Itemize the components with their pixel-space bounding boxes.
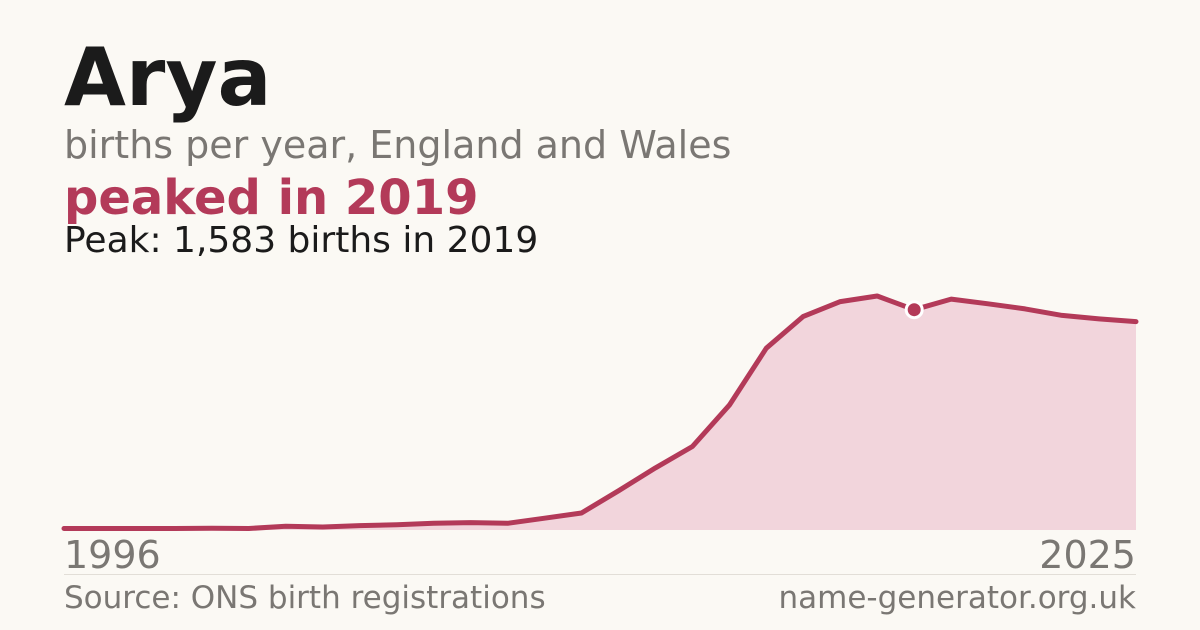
headline: peaked in 2019 <box>64 170 479 226</box>
source-note: Source: ONS birth registrations <box>64 580 546 616</box>
page-title: Arya <box>64 31 272 124</box>
births-area-fill <box>64 296 1136 530</box>
data-points <box>904 300 924 320</box>
peak-summary: Peak: 1,583 births in 2019 <box>64 220 539 261</box>
peak-marker <box>904 300 924 320</box>
x-axis-start-label: 1996 <box>64 533 161 577</box>
chart-subtitle: births per year, England and Wales <box>64 123 732 167</box>
births-series-line <box>61 293 1139 531</box>
x-axis-end-label: 2025 <box>1039 533 1136 577</box>
footer-divider <box>64 574 1136 575</box>
site-link[interactable]: name-generator.org.uk <box>778 580 1136 616</box>
